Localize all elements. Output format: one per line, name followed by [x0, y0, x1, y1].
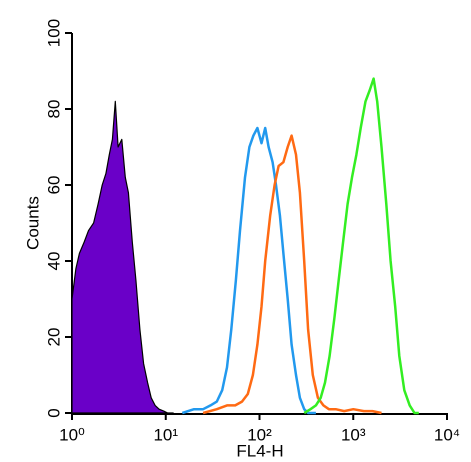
x-tick-label: 10⁰ — [59, 425, 85, 444]
x-tick-label: 10⁴ — [434, 425, 460, 444]
y-tick-label: 100 — [44, 19, 63, 47]
y-tick-label: 40 — [44, 252, 63, 271]
x-tick-label: 10² — [247, 425, 272, 444]
y-tick-label: 0 — [44, 408, 63, 417]
histogram-line — [181, 126, 316, 415]
x-axis-label: FL4-H — [236, 441, 283, 460]
y-tick-label: 80 — [44, 100, 63, 119]
histogram-line — [202, 134, 382, 415]
x-tick-label: 10¹ — [153, 425, 178, 444]
filled-histogram — [71, 100, 174, 414]
histogram-line — [303, 77, 419, 415]
y-axis-label: Counts — [23, 196, 42, 250]
y-tick-label: 60 — [44, 176, 63, 195]
x-tick-label: 10³ — [341, 425, 366, 444]
y-tick-label: 20 — [44, 328, 63, 347]
